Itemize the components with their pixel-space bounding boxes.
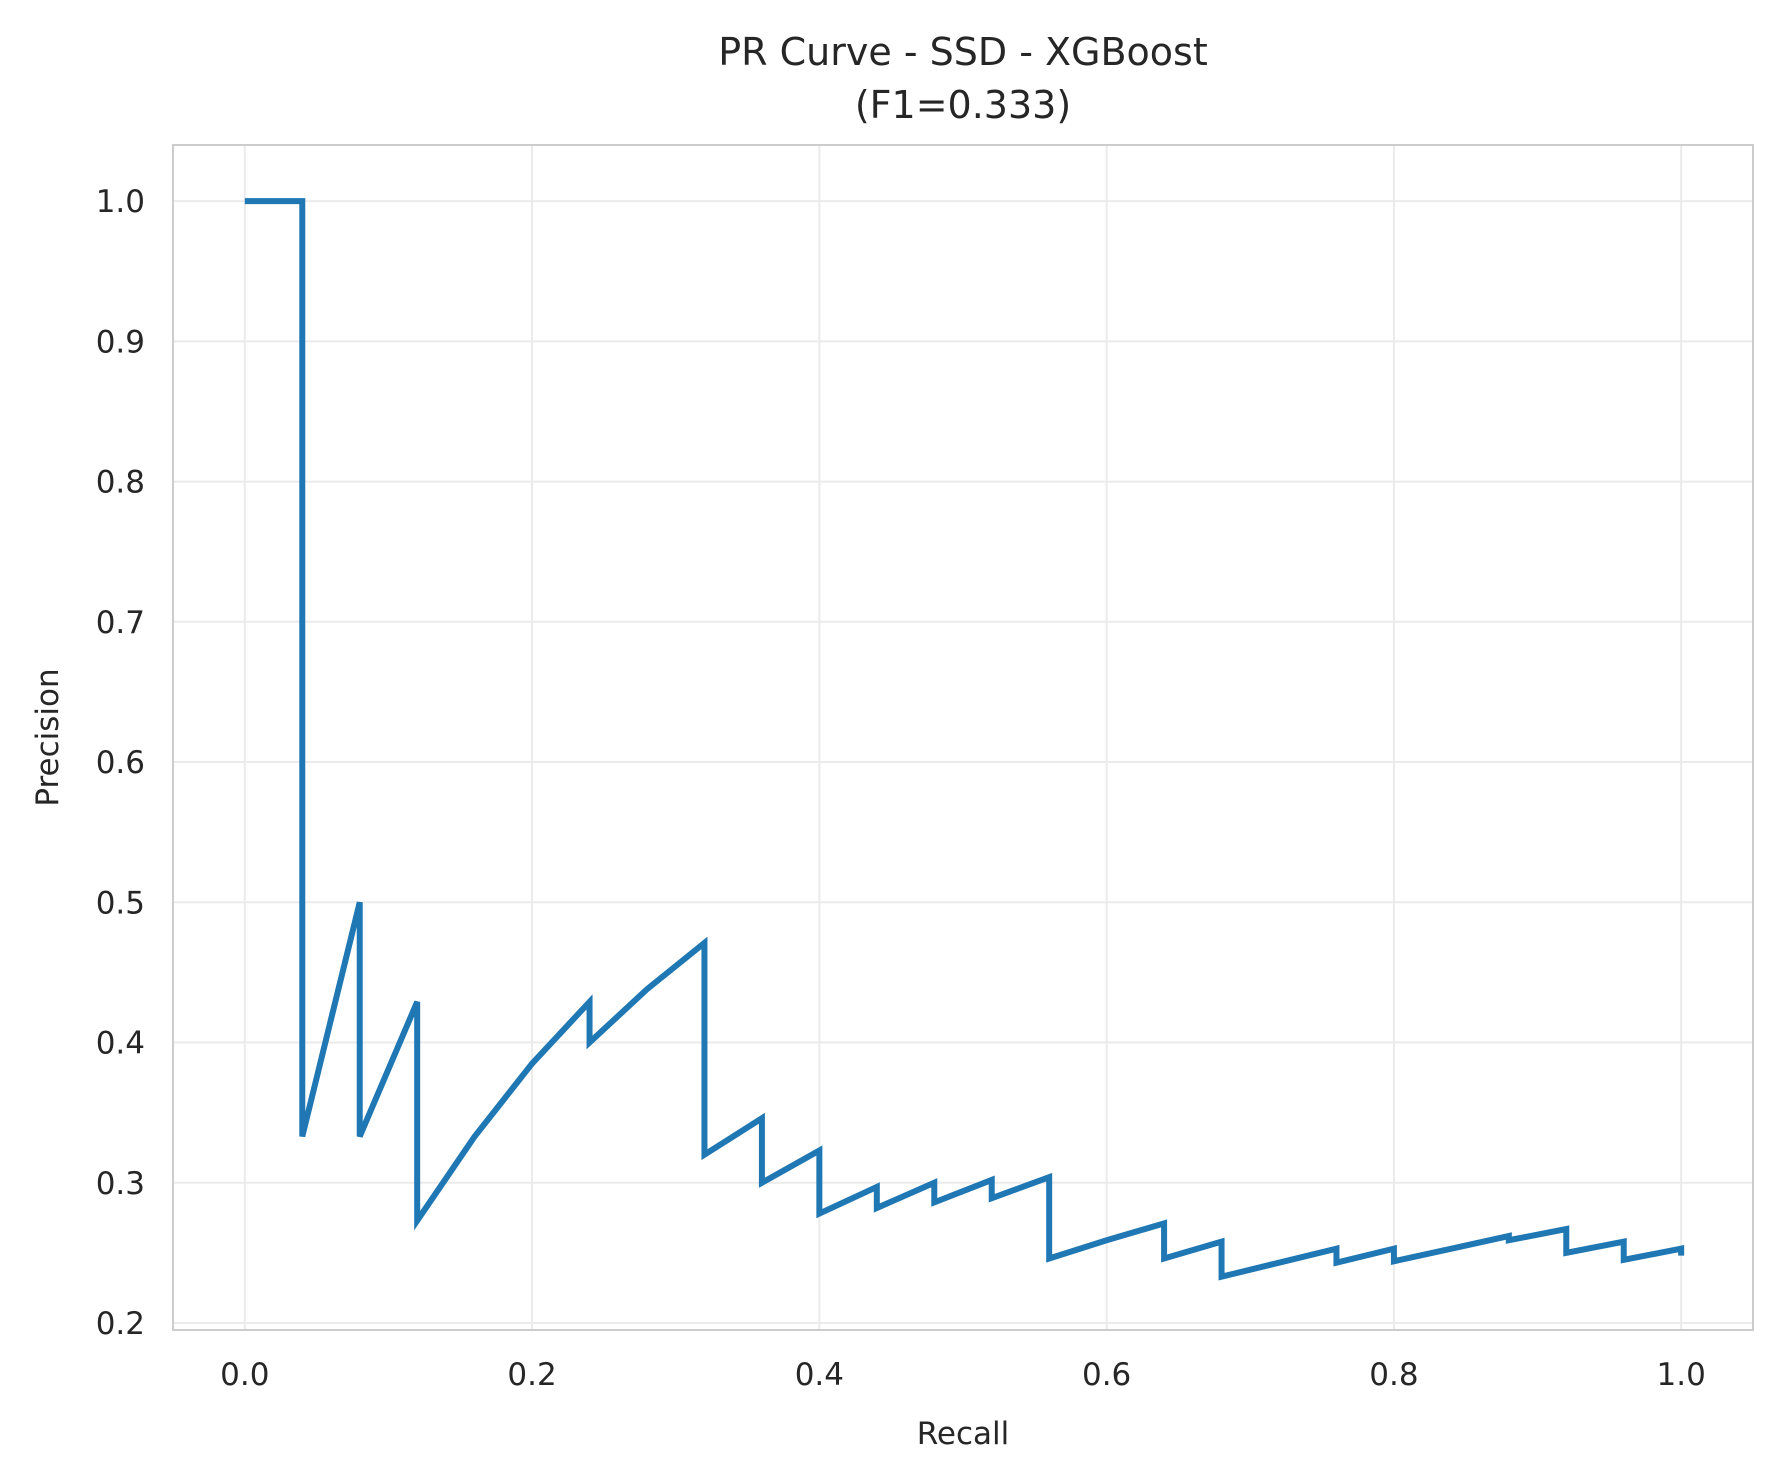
plot-frame	[172, 144, 1754, 1331]
y-tick-label: 0.3	[96, 1166, 145, 1202]
y-tick-label: 1.0	[96, 184, 145, 220]
y-axis-ticks: 0.2 0.3 0.4 0.5 0.6 0.7 0.8 0.9 1.0	[96, 184, 145, 1342]
y-tick-label: 0.8	[96, 465, 145, 501]
x-axis-ticks: 0.0 0.2 0.4 0.6 0.8 1.0	[220, 1357, 1706, 1393]
x-tick-label: 0.4	[795, 1357, 844, 1393]
pr-curve-line	[244, 198, 1685, 1281]
y-tick-label: 0.7	[96, 605, 145, 641]
x-tick-label: 0.8	[1369, 1357, 1418, 1393]
series-layer	[244, 198, 1685, 1281]
x-tick-label: 0.2	[507, 1357, 556, 1393]
y-tick-label: 0.9	[96, 324, 145, 360]
x-axis-label: Recall	[917, 1416, 1010, 1452]
y-tick-label: 0.5	[96, 885, 145, 921]
y-tick-label: 0.6	[96, 745, 145, 781]
y-tick-label: 0.2	[96, 1306, 145, 1342]
chart-title: PR Curve - SSD - XGBoost	[718, 30, 1208, 74]
y-tick-label: 0.4	[96, 1026, 145, 1062]
x-tick-label: 1.0	[1657, 1357, 1706, 1393]
grid-layer	[173, 145, 1753, 1330]
x-tick-label: 0.6	[1082, 1357, 1131, 1393]
chart-subtitle: (F1=0.333)	[855, 83, 1071, 127]
y-axis-label: Precision	[30, 668, 66, 806]
x-tick-label: 0.0	[220, 1357, 269, 1393]
